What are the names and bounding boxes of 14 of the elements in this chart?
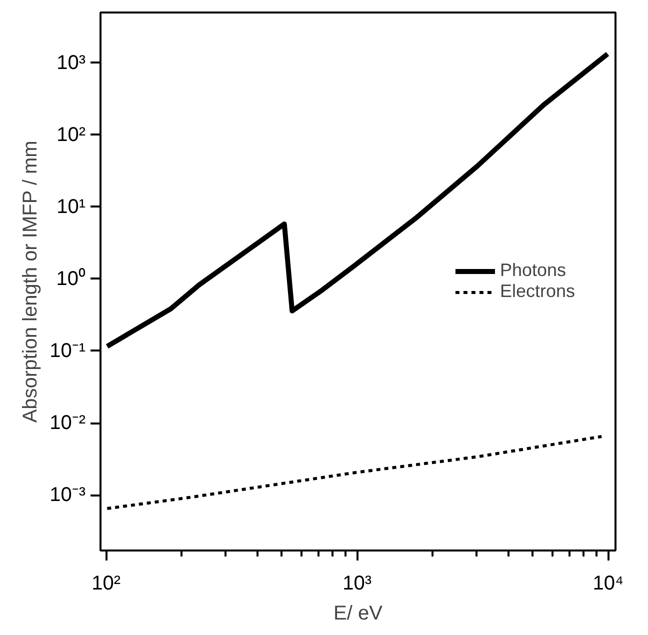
y-tick-label: 10⁻³ <box>50 484 86 506</box>
y-tick-label: 10¹ <box>56 196 86 218</box>
legend-label: Photons <box>500 260 566 281</box>
y-tick-label: 10³ <box>56 52 86 74</box>
y-tick-label: 10⁻¹ <box>50 340 86 362</box>
y-tick-label: 10⁻² <box>50 412 86 434</box>
y-axis-title: Absorption length or IMFP / mm <box>20 140 42 423</box>
x-axis-title: E/ eV <box>334 602 384 624</box>
legend-label: Electrons <box>500 281 575 302</box>
x-tick-label: 10⁴ <box>592 572 624 594</box>
x-tick-label: 10³ <box>342 572 372 594</box>
y-tick-label: 10² <box>56 124 86 146</box>
x-tick-label: 10² <box>92 572 121 594</box>
y-tick-label: 10⁰ <box>56 266 86 290</box>
